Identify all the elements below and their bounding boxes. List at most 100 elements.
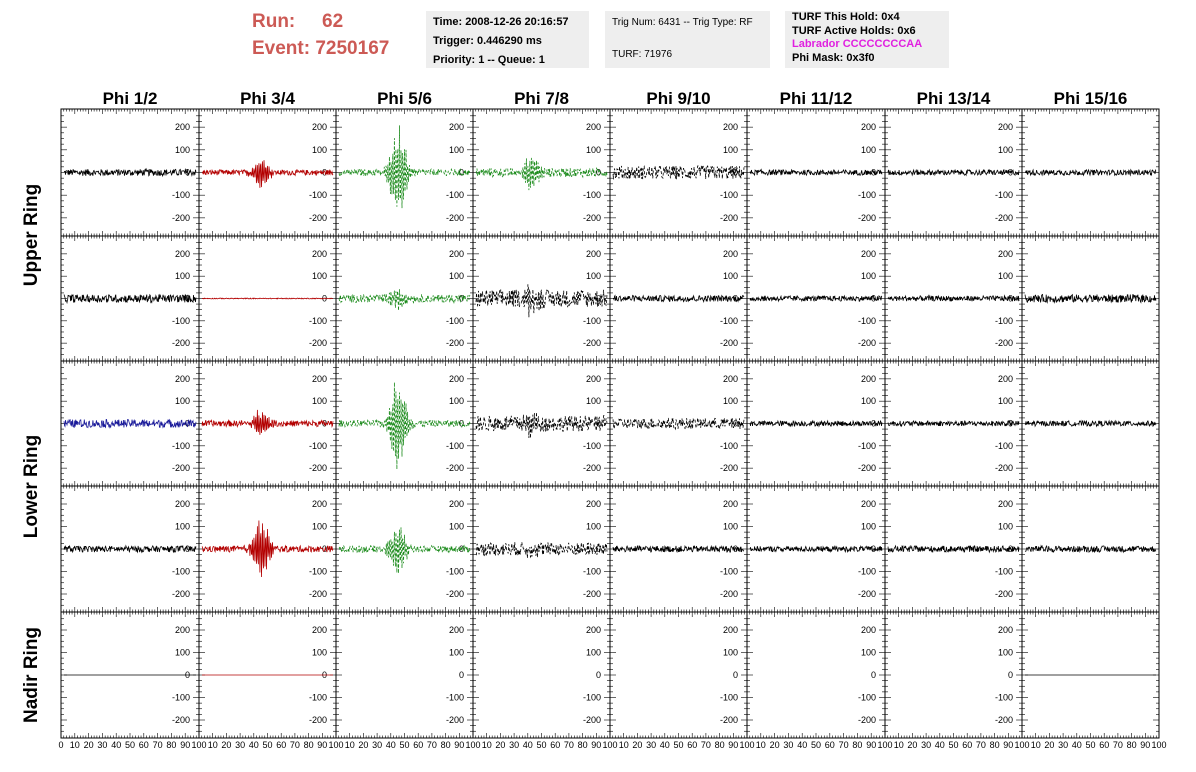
y-tick-label: 200 [175,625,190,635]
y-tick-label: 200 [998,374,1013,384]
phi-mask-text: Phi Mask: 0x3f0 [792,51,875,64]
y-tick-label: -200 [172,213,190,223]
column-header-3: Phi 5/6 [377,89,432,108]
column-header-4: Phi 7/8 [514,89,569,108]
waveform-trace [63,418,197,429]
y-tick-label: 100 [861,522,876,532]
waveform-trace [887,294,1020,302]
y-tick-label: -200 [446,213,464,223]
y-tick-label: 200 [312,499,327,509]
y-tick-label: -200 [583,213,601,223]
waveform-trace [612,416,745,431]
waveform-trace [475,284,608,318]
y-tick-label: -100 [720,441,738,451]
y-tick-label: 200 [586,374,601,384]
y-tick-label: -100 [309,441,327,451]
y-tick-label: 100 [312,145,327,155]
waveform-trace [63,293,197,305]
y-tick-label: 200 [586,499,601,509]
y-tick-label: -100 [858,316,876,326]
waveform-trace [475,541,608,559]
trigger-text: Trigger: 0.446290 ms [433,35,542,47]
waveform-trace [201,160,334,188]
y-tick-label: -200 [309,338,327,348]
trig-num-text: Trig Num: 6431 -- Trig Type: RF [612,17,753,28]
waveform-trace [201,520,334,578]
y-tick-label: 0 [322,544,327,554]
y-tick-label: 200 [861,499,876,509]
y-tick-label: 100 [175,396,190,406]
y-tick-label: 200 [586,249,601,259]
y-tick-label: 0 [596,544,601,554]
y-tick-label: 0 [733,544,738,554]
trigger-info-box: Trig Num: 6431 -- Trig Type: RF TURF: 71… [605,11,770,68]
y-tick-label: -200 [172,338,190,348]
y-tick-label: -200 [446,338,464,348]
waveform-trace [1024,168,1157,177]
y-tick-label: -200 [309,213,327,223]
y-tick-label: 200 [312,249,327,259]
y-tick-label: 200 [586,122,601,132]
column-header-1: Phi 1/2 [103,89,158,108]
y-tick-label: -100 [172,190,190,200]
y-tick-label: 200 [449,122,464,132]
y-tick-label: 200 [175,249,190,259]
y-tick-label: -100 [720,567,738,577]
run-value: 62 [322,11,344,32]
y-tick-label: 200 [175,122,190,132]
y-tick-label: -200 [995,213,1013,223]
turf-active-text: TURF Active Holds: 0x6 [792,24,916,37]
y-tick-label: -100 [995,316,1013,326]
y-tick-label: -100 [720,316,738,326]
y-tick-label: -100 [858,441,876,451]
turf-hold-text: TURF This Hold: 0x4 [792,11,900,23]
y-tick-label: 100 [723,271,738,281]
waveform-trace [612,544,745,554]
waveform-trace [338,125,471,209]
waveform-trace [749,545,883,554]
y-tick-label: -100 [583,567,601,577]
waveform-trace [887,168,1020,177]
y-tick-label: -100 [583,190,601,200]
y-tick-label: -200 [858,463,876,473]
y-tick-label: -100 [172,693,190,703]
y-tick-label: 100 [449,522,464,532]
y-tick-label: -100 [446,567,464,577]
y-tick-label: 100 [449,396,464,406]
waveform-trace [1024,544,1157,554]
y-tick-label: 100 [586,271,601,281]
y-tick-label: 200 [312,374,327,384]
waveform-trace [887,419,1020,428]
y-tick-label: -200 [858,589,876,599]
y-tick-label: 100 [175,271,190,281]
waveform-trace [612,165,745,180]
y-tick-label: 0 [459,168,464,178]
waveform-trace [887,544,1020,554]
y-tick-label: -100 [446,316,464,326]
y-tick-label: -200 [995,589,1013,599]
y-tick-label: 200 [723,374,738,384]
y-tick-label: 200 [998,122,1013,132]
y-tick-label: -100 [309,567,327,577]
y-tick-label: 200 [449,374,464,384]
y-tick-label: 0 [459,294,464,304]
y-tick-label: 100 [175,648,190,658]
y-tick-label: -200 [583,589,601,599]
waveform-trace [749,168,883,177]
y-tick-label: 100 [312,396,327,406]
y-tick-label: 200 [723,122,738,132]
waveform-trace [612,294,745,303]
y-tick-label: 200 [998,249,1013,259]
y-tick-label: 200 [723,249,738,259]
y-tick-label: 100 [586,145,601,155]
ring-label-2: Lower Ring [21,435,42,538]
y-tick-label: -100 [446,190,464,200]
waveform-trace [63,544,197,554]
waveform-trace [201,409,334,435]
y-tick-label: -200 [446,589,464,599]
y-tick-label: -100 [858,190,876,200]
column-header-5: Phi 9/10 [646,89,710,108]
waveform-trace [475,157,608,191]
waveform-trace [338,289,471,311]
y-tick-label: 100 [861,396,876,406]
